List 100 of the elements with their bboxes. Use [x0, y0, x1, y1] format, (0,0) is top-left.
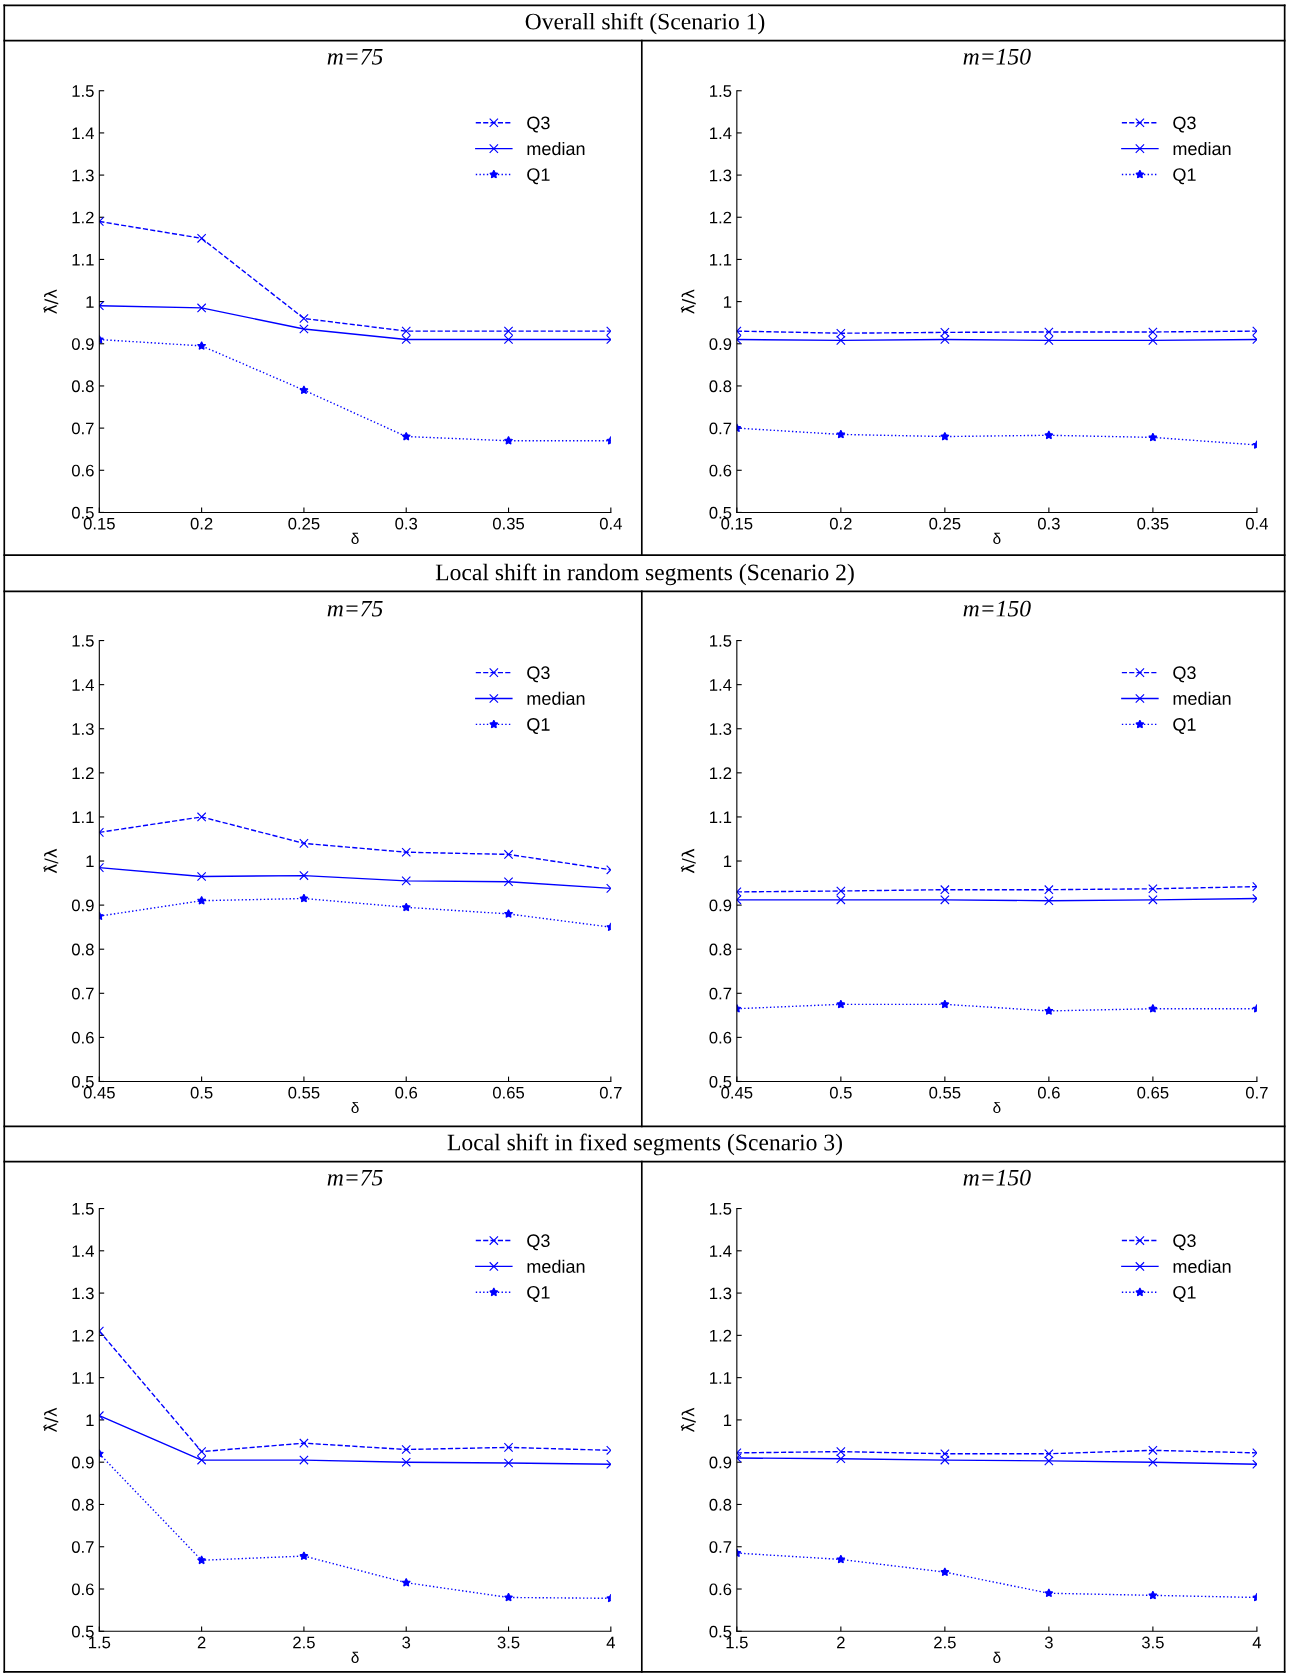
y-tick-label: 1.4: [710, 679, 732, 691]
point: [1148, 327, 1158, 337]
point: [401, 334, 411, 345]
point: [299, 313, 309, 324]
point: [940, 334, 950, 345]
point: [836, 1454, 846, 1464]
x-tick-label: 3.5: [1141, 1636, 1164, 1649]
legend-label: median: [527, 1259, 585, 1273]
point: [836, 335, 846, 346]
point: [1044, 335, 1054, 346]
x-tick-label: 2: [197, 1636, 206, 1649]
point: [836, 328, 846, 338]
y-tick-label: 0.6: [709, 464, 732, 477]
chart-title: m=75: [327, 600, 383, 617]
y-tick-label: 0.5: [709, 506, 732, 519]
x-tick-label: 0.35: [492, 517, 525, 530]
point: [196, 303, 207, 313]
y-tick-label: 1.4: [710, 127, 732, 139]
y-tick-label: 0.8: [71, 1498, 94, 1511]
y-tick-label: 1.1: [72, 811, 94, 823]
legend-label: Q3: [1173, 666, 1196, 683]
y-tick-label: 1.2: [710, 1329, 732, 1342]
y-tick-label: 1.5: [72, 85, 94, 97]
x-tick-label: 0.55: [929, 1086, 961, 1099]
y-tick-label: 0.7: [71, 422, 94, 435]
point: [1148, 884, 1158, 894]
y-tick-label: 1: [86, 296, 94, 308]
chart-title: m=150: [963, 1169, 1031, 1186]
y-axis-title: λ̂/λ: [680, 848, 696, 874]
legend-label: Q3: [1173, 116, 1196, 133]
point: [1044, 430, 1054, 440]
point: [503, 849, 514, 860]
point: [503, 1458, 514, 1468]
point: [836, 895, 846, 905]
point: [504, 436, 514, 445]
y-tick-label: 0.6: [71, 1583, 94, 1596]
y-tick-label: 0.6: [71, 1031, 94, 1044]
legend-label: Q3: [1173, 1234, 1196, 1251]
chart-title: m=150: [963, 600, 1031, 617]
y-tick-label: 0.9: [71, 899, 94, 912]
point: [940, 1455, 950, 1465]
y-tick-label: 0.8: [709, 943, 732, 956]
x-tick-label: 0.15: [83, 517, 115, 530]
y-tick-label: 1: [723, 296, 732, 308]
legend-label: Q3: [527, 116, 550, 133]
y-tick-label: 0.5: [709, 1075, 732, 1088]
point: [1148, 1004, 1158, 1013]
x-tick-label: 3: [1044, 1636, 1053, 1649]
point: [299, 1455, 309, 1465]
legend-label: Q1: [1173, 718, 1196, 735]
point: [1044, 895, 1054, 906]
y-axis-title: λ̂/λ: [43, 289, 59, 314]
x-tick-label: 0.25: [929, 517, 961, 530]
point: [197, 1555, 207, 1565]
y-tick-label: 1.3: [72, 169, 94, 182]
point: [299, 324, 309, 334]
point: [1044, 1456, 1054, 1466]
point: [196, 1446, 207, 1457]
y-axis-title: λ̂/λ: [680, 289, 696, 314]
x-tick-label: 4: [606, 1636, 615, 1649]
point: [1044, 327, 1054, 337]
point: [196, 812, 207, 822]
point: [299, 1438, 309, 1448]
y-tick-label: 0.8: [71, 943, 94, 956]
x-axis-title: δ: [351, 532, 359, 545]
point: [401, 1444, 411, 1455]
y-tick-label: 1.2: [710, 211, 732, 224]
x-tick-label: 0.45: [83, 1086, 115, 1099]
x-tick-label: 0.35: [1137, 517, 1169, 530]
legend-label: Q3: [527, 666, 550, 683]
point: [1044, 1588, 1054, 1598]
legend-label: median: [1173, 1259, 1231, 1273]
x-axis-title: δ: [351, 1651, 359, 1663]
point: [503, 1442, 514, 1453]
y-tick-label: 0.8: [71, 380, 94, 393]
point: [504, 909, 514, 918]
point: [401, 847, 411, 857]
y-axis-title: λ̂/λ: [43, 848, 59, 874]
chart-subtitle: Local shift in random segments (Scenario 2): [435, 563, 854, 586]
y-tick-label: 0.5: [71, 506, 94, 519]
y-tick-label: 1.2: [72, 767, 94, 779]
point: [197, 895, 207, 905]
y-tick-label: 0.9: [709, 899, 732, 912]
x-tick-label: 0.65: [492, 1086, 525, 1099]
point: [940, 327, 950, 338]
y-tick-label: 1.2: [710, 767, 732, 779]
point: [299, 1551, 309, 1560]
y-tick-label: 1.3: [710, 723, 732, 735]
y-tick-label: 0.5: [71, 1075, 94, 1088]
point: [196, 233, 207, 244]
legend-label: Q1: [527, 718, 550, 735]
point: [1148, 432, 1158, 442]
x-tick-label: 4: [1252, 1636, 1262, 1649]
legend-label: median: [527, 691, 585, 705]
x-tick-label: 3.5: [497, 1636, 520, 1649]
point: [503, 334, 514, 345]
x-tick-label: 0.2: [829, 517, 852, 530]
legend-label: Q1: [1173, 168, 1196, 185]
y-tick-label: 1.4: [710, 1245, 732, 1257]
y-tick-label: 1.5: [710, 635, 732, 647]
